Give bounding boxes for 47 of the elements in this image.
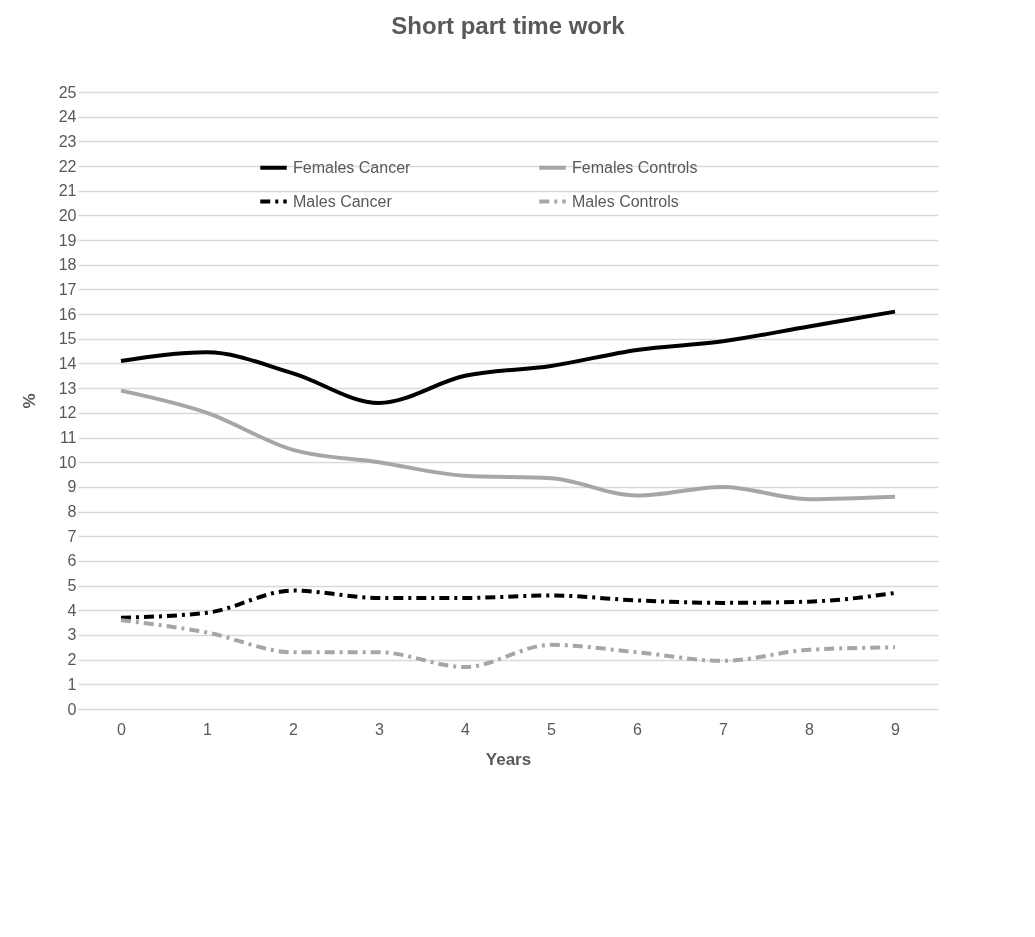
line-series bbox=[119, 309, 897, 405]
x-tick-label: 3 bbox=[375, 720, 385, 738]
y-tick-label: 18 bbox=[58, 256, 77, 274]
y-tick-label: 21 bbox=[58, 182, 77, 200]
x-tick-label: 9 bbox=[891, 720, 901, 738]
x-tick-label: 1 bbox=[203, 720, 213, 738]
x-tick-label: 4 bbox=[461, 720, 471, 738]
y-tick-label: 7 bbox=[67, 527, 77, 545]
y-tick-label: 11 bbox=[59, 429, 77, 447]
y-tick-label: 25 bbox=[58, 83, 77, 101]
y-tick-label: 1 bbox=[67, 675, 77, 693]
y-tick-label: 19 bbox=[58, 231, 77, 249]
x-tick-label: 7 bbox=[719, 720, 729, 738]
x-axis-title: Years bbox=[485, 749, 532, 769]
line-series bbox=[119, 588, 897, 620]
y-tick-label: 8 bbox=[67, 503, 77, 521]
chart-title: Short part time work bbox=[391, 12, 626, 39]
y-tick-label: 20 bbox=[58, 206, 77, 224]
y-tick-label: 14 bbox=[58, 354, 77, 372]
y-tick-label: 4 bbox=[67, 601, 77, 619]
y-tick-label: 15 bbox=[58, 330, 77, 348]
y-tick-label: 12 bbox=[58, 404, 77, 422]
y-tick-label: 5 bbox=[67, 577, 77, 595]
legend-label: Females Cancer bbox=[293, 158, 412, 176]
x-tick-label: 5 bbox=[547, 720, 557, 738]
y-tick-label: 22 bbox=[58, 157, 77, 175]
y-tick-label: 0 bbox=[67, 700, 77, 718]
line-series bbox=[119, 618, 897, 670]
legend-label: Females Controls bbox=[572, 158, 698, 176]
y-tick-label: 9 bbox=[67, 478, 77, 496]
y-tick-label: 24 bbox=[58, 108, 77, 126]
legend-label: Males Controls bbox=[572, 192, 679, 210]
y-tick-label: 17 bbox=[58, 280, 77, 298]
y-tick-label: 23 bbox=[58, 132, 77, 150]
y-tick-label: 13 bbox=[58, 379, 77, 397]
y-axis-title: % bbox=[19, 393, 39, 409]
y-tick-label: 2 bbox=[67, 651, 77, 669]
x-tick-label: 6 bbox=[633, 720, 643, 738]
line-series bbox=[119, 388, 897, 502]
y-tick-label: 10 bbox=[58, 453, 77, 471]
y-tick-label: 3 bbox=[67, 626, 77, 644]
x-tick-label: 0 bbox=[117, 720, 127, 738]
legend-label: Males Cancer bbox=[293, 192, 393, 210]
y-tick-label: 6 bbox=[67, 552, 77, 570]
x-tick-label: 2 bbox=[289, 720, 299, 738]
y-tick-label: 16 bbox=[58, 305, 77, 323]
x-tick-label: 8 bbox=[805, 720, 815, 738]
